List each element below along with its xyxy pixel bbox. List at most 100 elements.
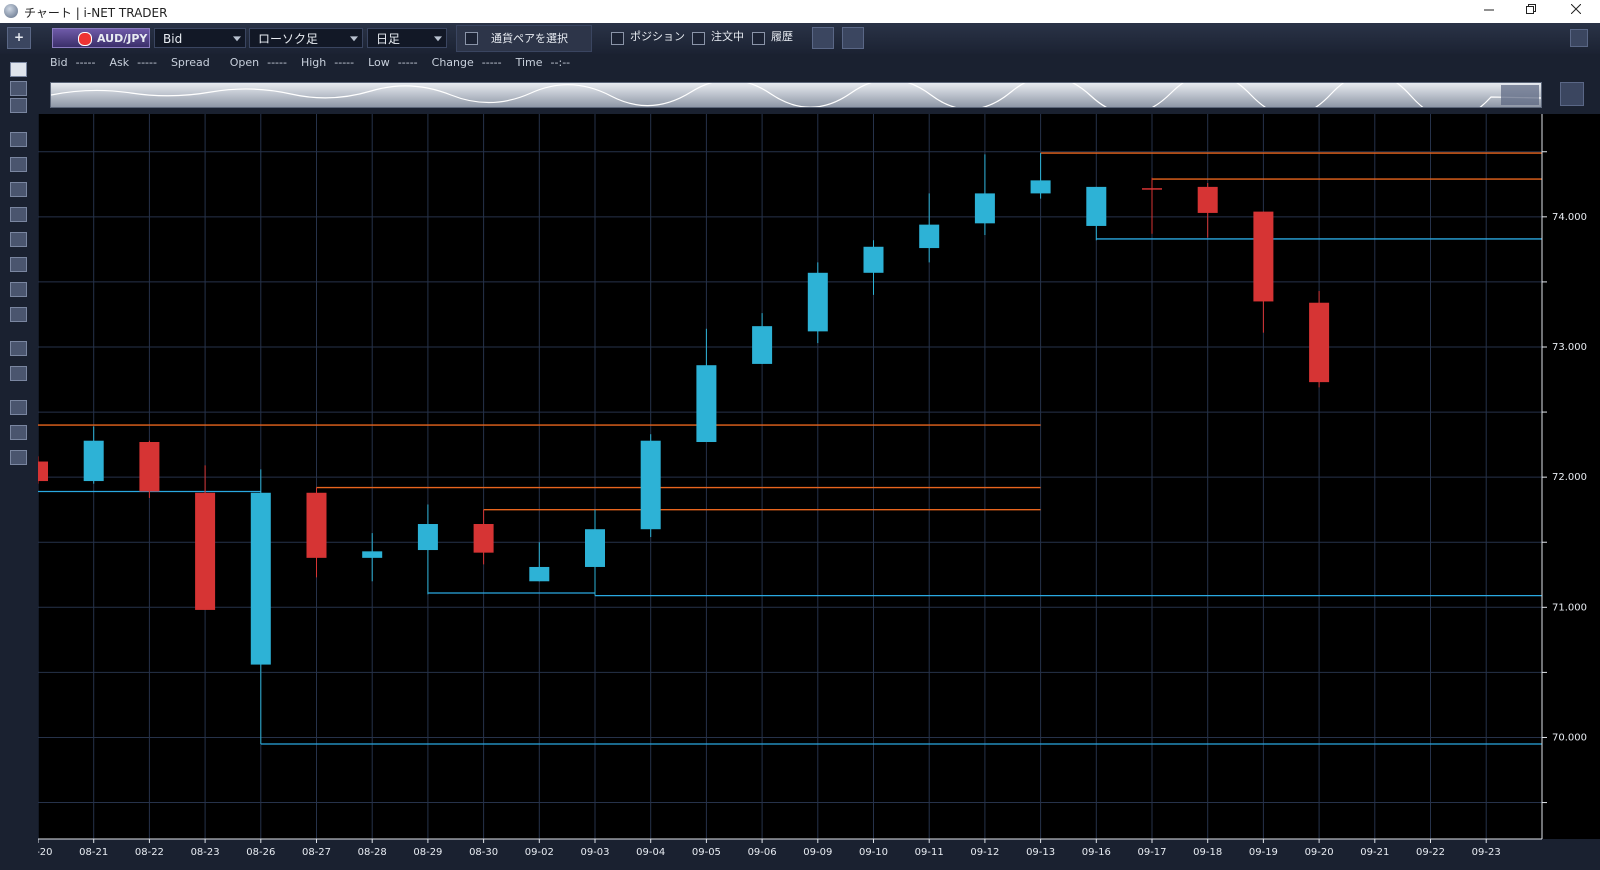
close-button[interactable] (1571, 4, 1581, 14)
tool-download[interactable] (10, 400, 27, 415)
chart-type-label: ローソク足 (258, 32, 319, 46)
candle-body (139, 442, 160, 492)
navigator[interactable] (50, 82, 1542, 108)
x-tick-label: 08-28 (358, 847, 387, 858)
x-tick-label: 09-16 (1082, 847, 1111, 858)
toolbar-icon-2[interactable] (842, 27, 864, 49)
candle-body (1030, 180, 1051, 194)
history-checkbox[interactable] (752, 32, 765, 45)
pair-select-box[interactable] (456, 25, 592, 52)
tool-vline[interactable] (10, 207, 27, 222)
candle-body (974, 193, 995, 224)
tool-polygon[interactable] (10, 307, 27, 322)
x-tick-label: 08-27 (302, 847, 331, 858)
x-tick-label: 08-22 (135, 847, 164, 858)
candle-body (306, 492, 327, 558)
tool-hand[interactable] (10, 98, 27, 113)
info-label: High (300, 56, 327, 69)
candle-body (1086, 186, 1107, 226)
tool-channel[interactable] (10, 257, 27, 272)
toolbar: + AUD/JPY Bid ローソク足 日足 通貨ペアを選択 ポジション 注文中… (0, 23, 1600, 54)
info-value: ----- (75, 56, 96, 69)
chart-type-dropdown[interactable]: ローソク足 (249, 28, 363, 48)
plot-background (38, 114, 1600, 839)
x-tick-label: 08-29 (413, 847, 442, 858)
candle-body (863, 246, 884, 273)
candle-body (696, 365, 717, 443)
x-tick-label: 08-20 (23, 847, 52, 858)
axes: 70.000 71.000 72.000 73.000 74.000 08-20 08-21… (23, 151, 1587, 858)
x-tick-label: 09-04 (636, 847, 665, 858)
detach-button[interactable] (1570, 29, 1588, 47)
info-label: Time (515, 56, 543, 69)
tool-fib-levels[interactable] (10, 366, 27, 381)
candle-body (250, 492, 271, 665)
x-tick-label: 09-09 (803, 847, 832, 858)
x-tick-label: 08-30 (469, 847, 498, 858)
app-logo (4, 4, 18, 18)
info-value: ----- (397, 56, 418, 69)
info-label: Bid (50, 56, 68, 69)
info-value: --:-- (550, 56, 571, 69)
candle-body (1197, 186, 1218, 213)
restore-button[interactable] (1526, 4, 1536, 14)
x-tick-label: 09-03 (580, 847, 609, 858)
symbol-button[interactable]: AUD/JPY (52, 28, 150, 48)
tool-camera[interactable] (10, 450, 27, 465)
candle-body (473, 524, 494, 553)
navigator-toggle[interactable] (1560, 82, 1584, 106)
symbol-flag (78, 32, 92, 46)
history-label: 履歴 (771, 30, 793, 43)
tool-line[interactable] (10, 157, 27, 172)
toolbar-icon-1[interactable] (812, 27, 834, 49)
candle-body (1309, 302, 1330, 383)
info-value: ----- (137, 56, 157, 69)
x-tick-label: 08-23 (191, 847, 220, 858)
timeframe-label: 日足 (376, 32, 401, 46)
tool-fibonacci[interactable] (10, 341, 27, 356)
title-bar: チャート | i-NET TRADER (0, 0, 1600, 23)
price-type-label: Bid (163, 32, 183, 46)
window-title: チャート | i-NET TRADER (24, 6, 168, 20)
pair-select-checkbox[interactable] (465, 32, 478, 45)
y-tick-label: 72.000 (1552, 472, 1587, 483)
price-type-dropdown[interactable]: Bid (154, 28, 246, 48)
y-tick-label: 70.000 (1552, 732, 1587, 743)
minimize-button[interactable] (1484, 4, 1494, 14)
orders-checkbox[interactable] (692, 32, 705, 45)
tool-select[interactable] (10, 62, 27, 77)
info-label: Change (431, 56, 474, 69)
tool-channel2[interactable] (10, 282, 27, 297)
candle-body (752, 326, 773, 364)
info-label: Low (368, 56, 390, 69)
pair-select-label: 通貨ペアを選択 (491, 32, 568, 45)
y-tick-label: 73.000 (1552, 342, 1587, 353)
x-tick-label: 09-13 (1026, 847, 1055, 858)
candle-body (195, 492, 216, 610)
timeframe-dropdown[interactable]: 日足 (367, 28, 447, 48)
x-tick-label: 09-21 (1360, 847, 1389, 858)
candle-body (529, 566, 550, 582)
tool-crosshair[interactable] (10, 81, 27, 96)
x-tick-label: 09-02 (525, 847, 554, 858)
x-tick-label: 09-18 (1193, 847, 1222, 858)
x-tick-label: 09-05 (692, 847, 721, 858)
x-tick-label: 09-17 (1137, 847, 1166, 858)
candle-body (807, 272, 828, 332)
x-tick-label: 08-21 (79, 847, 108, 858)
position-checkbox[interactable] (611, 32, 624, 45)
navigator-preview (51, 83, 1541, 107)
tool-trendline[interactable] (10, 132, 27, 147)
candle-body (585, 529, 605, 567)
tool-hline[interactable] (10, 182, 27, 197)
add-button[interactable]: + (7, 27, 31, 49)
x-tick-label: 09-22 (1416, 847, 1445, 858)
info-value: ----- (334, 56, 355, 69)
drawing-toolbar (0, 54, 38, 870)
candle-body (83, 440, 104, 482)
info-label: Ask (109, 56, 130, 69)
info-label: Open (229, 56, 260, 69)
tool-wave[interactable] (10, 232, 27, 247)
tool-window[interactable] (10, 425, 27, 440)
